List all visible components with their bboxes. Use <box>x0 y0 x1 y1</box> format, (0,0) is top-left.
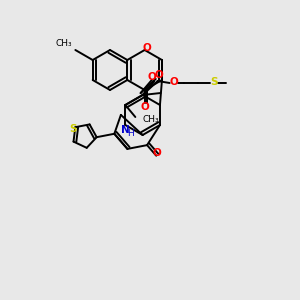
Text: S: S <box>210 77 218 87</box>
Text: H: H <box>127 130 134 139</box>
Text: CH₃: CH₃ <box>142 115 159 124</box>
Text: O: O <box>148 72 157 82</box>
Text: O: O <box>142 43 151 53</box>
Text: O: O <box>140 102 149 112</box>
Text: O: O <box>169 77 178 87</box>
Text: N: N <box>121 125 130 135</box>
Text: S: S <box>70 124 77 134</box>
Text: CH₃: CH₃ <box>56 39 72 48</box>
Text: O: O <box>154 70 163 80</box>
Text: O: O <box>153 148 162 158</box>
